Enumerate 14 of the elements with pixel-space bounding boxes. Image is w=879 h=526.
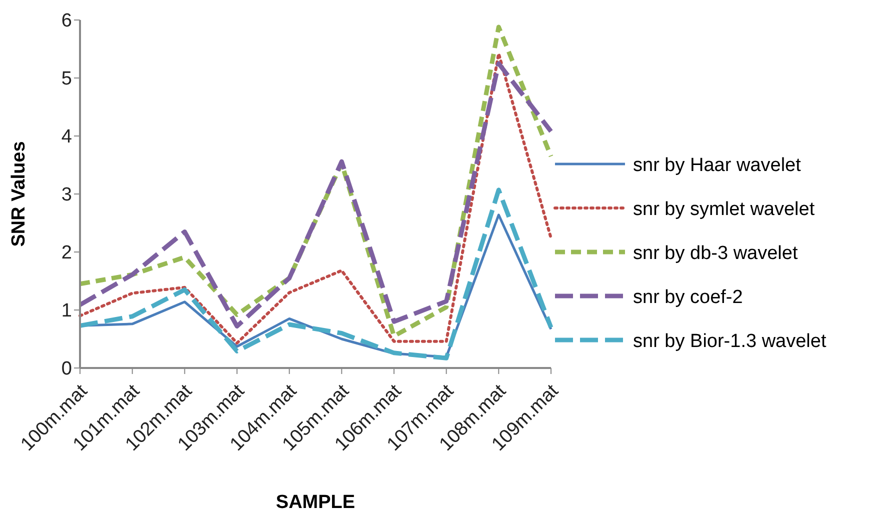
y-tick-label: 5 [61,68,72,90]
y-tick-label: 3 [61,184,72,206]
y-tick-label: 2 [61,242,72,264]
y-tick-label: 1 [61,300,72,322]
legend-label: snr by Haar wavelet [633,154,802,178]
legend-label: snr by symlet wavelet [633,198,816,222]
y-axis-title: SNR Values [8,141,30,247]
x-axis-title: SAMPLE [276,492,356,513]
legend-label: snr by Bior-1.3 wavelet [633,330,828,354]
legend-label: snr by coef-2 [633,286,744,310]
y-tick-label: 4 [61,126,72,148]
y-tick-label: 0 [61,358,72,380]
y-tick-label: 6 [61,10,72,32]
legend-label: snr by db-3 wavelet [633,242,799,266]
